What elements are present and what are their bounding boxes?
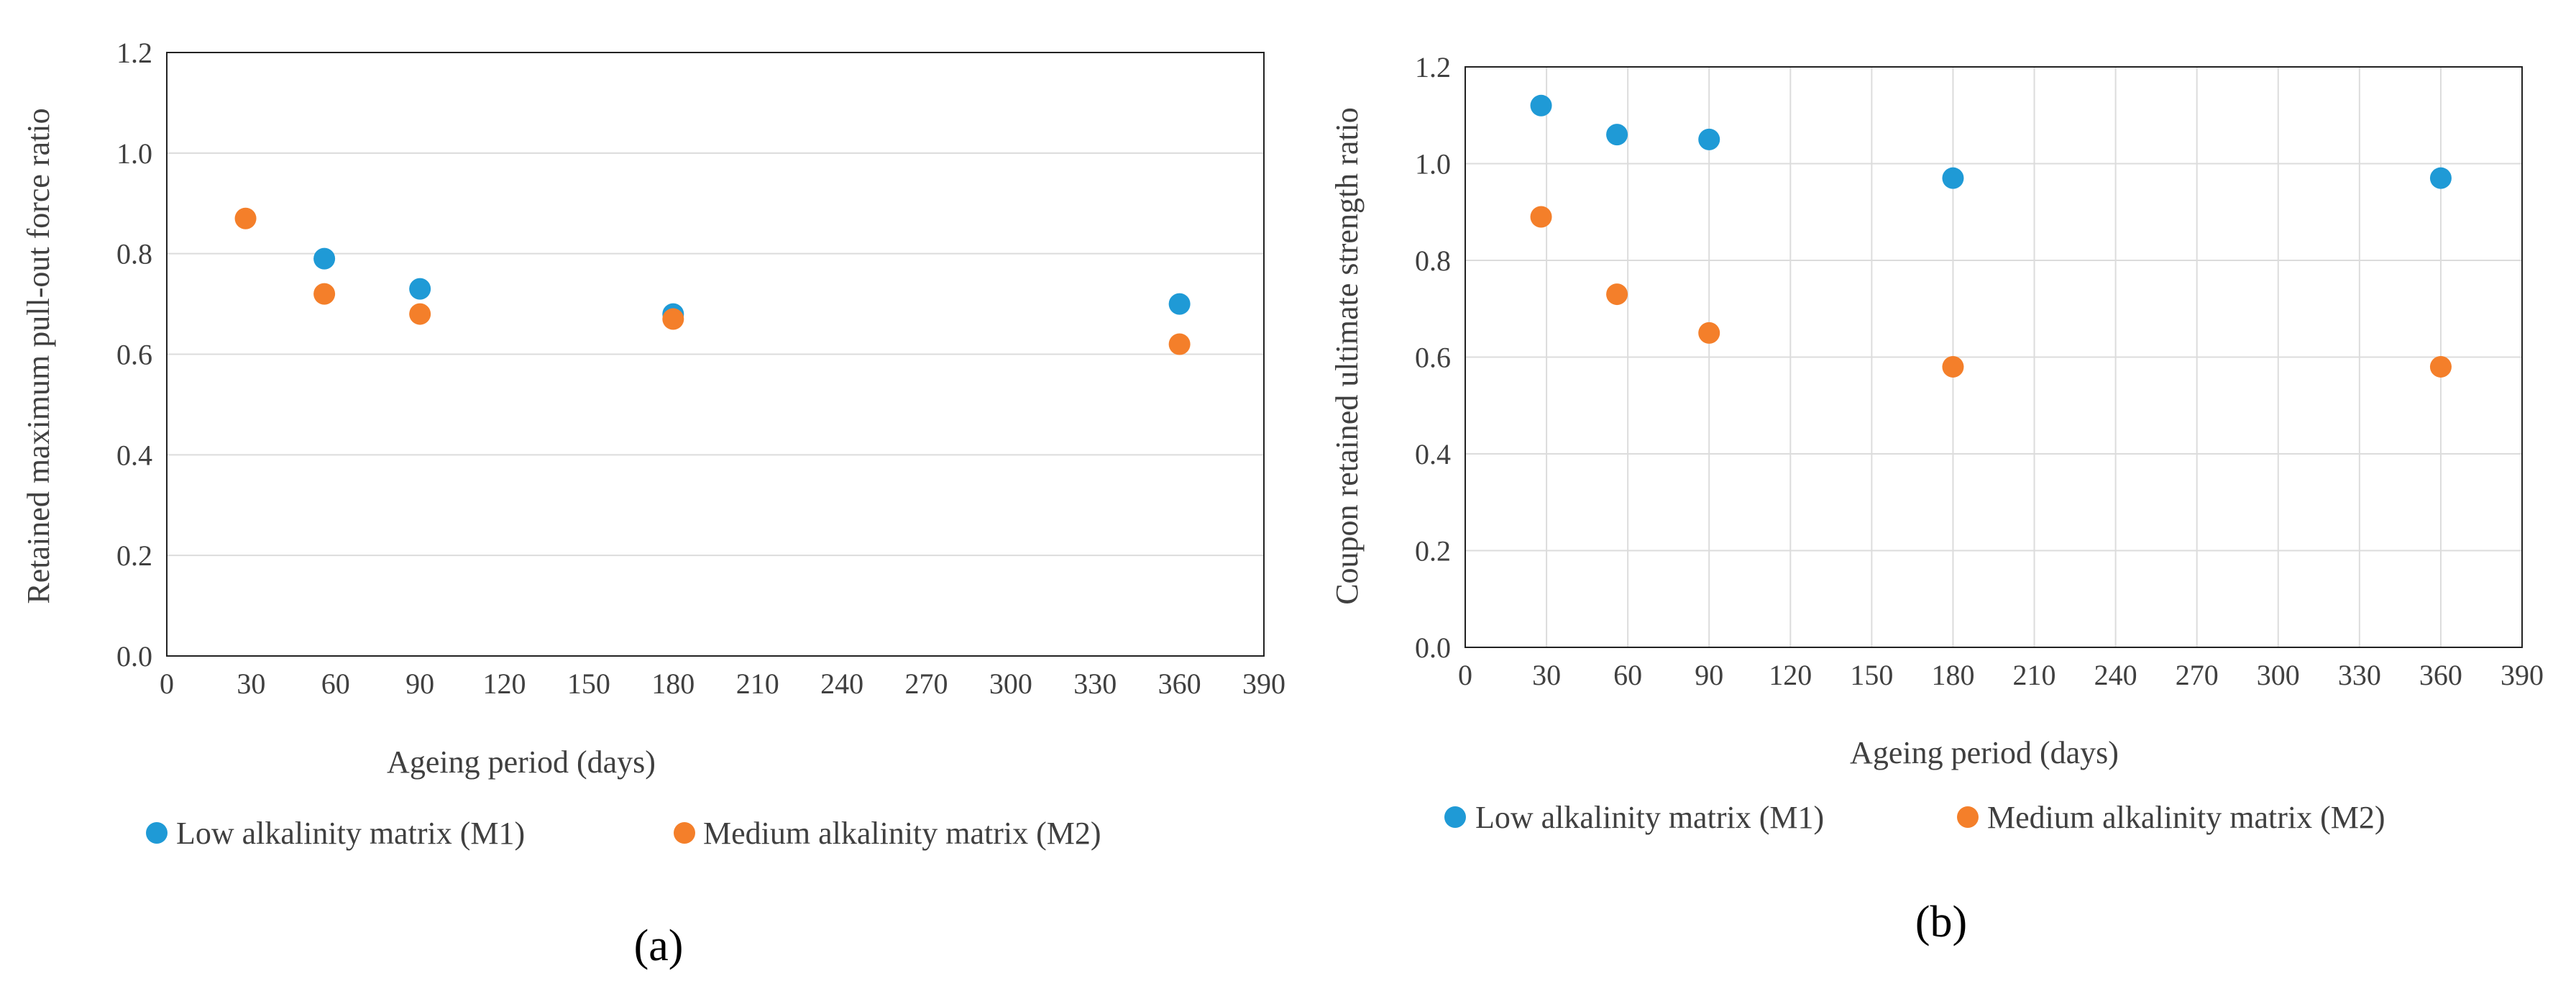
- chart-b-point-m1: [1606, 124, 1628, 146]
- chart-b-y-tick-label: 1.2: [1415, 51, 1451, 83]
- chart-a: 0.0 0.2 0.4 0.6 0.8 1.0 1.2 0 30 60 90 120 150 180 21…: [21, 37, 1285, 970]
- chart-b-plot-area: [1465, 66, 2523, 648]
- chart-b-x-tick-label: 180: [1931, 659, 1974, 691]
- chart-b-panel-label: (b): [1915, 898, 1967, 947]
- chart-b-point-m2: [1942, 355, 1964, 378]
- chart-b-y-ticks: 0.0 0.2 0.4 0.6 0.8 1.0 1.2: [1415, 51, 1451, 664]
- chart-a-points: [234, 207, 1191, 355]
- chart-a-point-m1: [313, 247, 336, 270]
- chart-a-x-tick-label: 180: [651, 667, 695, 700]
- chart-a-legend: Low alkalinity matrix (M1) Medium alkali…: [146, 816, 1101, 851]
- chart-a-y-ticks: 0.0 0.2 0.4 0.6 0.8 1.0 1.2: [116, 37, 152, 673]
- chart-a-point-m1: [1168, 293, 1191, 315]
- chart-b-x-tick-label: 270: [2176, 659, 2219, 691]
- chart-a-y-tick-label: 1.0: [116, 137, 152, 170]
- chart-b-y-tick-label: 1.0: [1415, 148, 1451, 181]
- chart-b-x-tick-label: 240: [2094, 659, 2137, 691]
- chart-b: 0.0 0.2 0.4 0.6 0.8 1.0 1.2 0 30 60 90 120 150 180 21…: [1329, 51, 2544, 947]
- chart-a-y-tick-label: 0.0: [116, 640, 152, 673]
- chart-b-legend-m2-marker: [1957, 806, 1979, 828]
- chart-b-legend-m1-label: Low alkalinity matrix (M1): [1475, 800, 1824, 835]
- chart-b-x-tick-label: 90: [1695, 659, 1723, 691]
- chart-a-point-m1: [409, 278, 431, 300]
- chart-b-x-tick-label: 390: [2501, 659, 2544, 691]
- chart-a-x-tick-label: 300: [989, 667, 1032, 700]
- chart-b-legend-m2-label: Medium alkalinity matrix (M2): [1987, 800, 2385, 835]
- chart-a-point-m2: [234, 207, 257, 229]
- chart-a-plot-area: [166, 52, 1265, 657]
- chart-a-x-tick-label: 330: [1073, 667, 1117, 700]
- chart-a-y-tick-label: 0.6: [116, 339, 152, 371]
- chart-a-x-tick-label: 270: [904, 667, 948, 700]
- chart-a-legend-m1-marker: [146, 822, 168, 844]
- chart-b-x-tick-label: 300: [2257, 659, 2300, 691]
- chart-a-point-m2: [409, 303, 431, 325]
- chart-a-legend-m2-marker: [674, 822, 695, 844]
- chart-a-y-tick-label: 1.2: [116, 37, 152, 69]
- chart-a-panel-label: (a): [634, 921, 684, 970]
- chart-a-legend-m1-label: Low alkalinity matrix (M1): [176, 816, 525, 851]
- chart-a-x-tick-label: 240: [820, 667, 863, 700]
- chart-b-point-m2: [2429, 355, 2452, 378]
- chart-b-y-tick-label: 0.4: [1415, 438, 1451, 470]
- chart-a-ylabel: Retained maximum pull-out force ratio: [21, 108, 56, 603]
- chart-a-x-tick-label: 390: [1242, 667, 1285, 700]
- chart-b-x-ticks: 0 30 60 90 120 150 180 210 240 270 300 330 360 390: [1458, 659, 2544, 691]
- chart-a-point-m2: [313, 283, 336, 305]
- chart-b-x-tick-label: 150: [1850, 659, 1893, 691]
- chart-b-ylabel: Coupon retained ultimate strength ratio: [1329, 107, 1365, 605]
- chart-a-x-tick-label: 120: [483, 667, 526, 700]
- chart-b-x-tick-label: 60: [1613, 659, 1642, 691]
- chart-a-point-m2: [662, 308, 684, 330]
- chart-a-grid: [167, 52, 1264, 657]
- chart-b-point-m1: [1530, 94, 1552, 117]
- chart-a-x-tick-label: 30: [237, 667, 265, 700]
- chart-b-x-tick-label: 120: [1769, 659, 1812, 691]
- chart-b-legend: Low alkalinity matrix (M1) Medium alkali…: [1444, 800, 2385, 835]
- chart-a-legend-m2-label: Medium alkalinity matrix (M2): [703, 816, 1101, 851]
- chart-a-x-tick-label: 60: [321, 667, 350, 700]
- chart-b-x-tick-label: 30: [1532, 659, 1561, 691]
- chart-b-point-m1: [1942, 167, 1964, 189]
- chart-a-x-ticks: 0 30 60 90 120 150 180 210 240 270 300 330 360 390: [160, 667, 1285, 700]
- chart-b-x-tick-label: 0: [1458, 659, 1472, 691]
- chart-a-y-tick-label: 0.8: [116, 238, 152, 270]
- chart-b-points: [1530, 94, 2452, 378]
- chart-a-y-tick-label: 0.4: [116, 439, 152, 471]
- chart-b-y-tick-label: 0.2: [1415, 535, 1451, 568]
- chart-b-point-m1: [1698, 128, 1720, 150]
- chart-a-x-tick-label: 360: [1158, 667, 1201, 700]
- chart-b-grid: [1465, 66, 2523, 648]
- chart-a-x-tick-label: 90: [405, 667, 434, 700]
- chart-b-xlabel: Ageing period (days): [1850, 735, 2119, 770]
- chart-b-x-tick-label: 210: [2013, 659, 2056, 691]
- chart-b-x-tick-label: 360: [2419, 659, 2462, 691]
- chart-b-point-m2: [1606, 283, 1628, 306]
- chart-a-x-tick-label: 150: [567, 667, 610, 700]
- chart-a-xlabel: Ageing period (days): [387, 744, 656, 780]
- chart-a-x-tick-label: 210: [736, 667, 779, 700]
- chart-a-x-tick-label: 0: [160, 667, 174, 700]
- chart-b-x-tick-label: 330: [2338, 659, 2381, 691]
- chart-b-point-m2: [1698, 322, 1720, 344]
- chart-b-point-m2: [1530, 206, 1552, 228]
- chart-a-point-m2: [1168, 333, 1191, 355]
- chart-b-y-tick-label: 0.6: [1415, 342, 1451, 374]
- chart-b-point-m1: [2429, 167, 2452, 189]
- chart-b-legend-m1-marker: [1444, 806, 1466, 828]
- chart-b-y-tick-label: 0.8: [1415, 245, 1451, 277]
- chart-b-y-tick-label: 0.0: [1415, 632, 1451, 664]
- chart-a-y-tick-label: 0.2: [116, 539, 152, 572]
